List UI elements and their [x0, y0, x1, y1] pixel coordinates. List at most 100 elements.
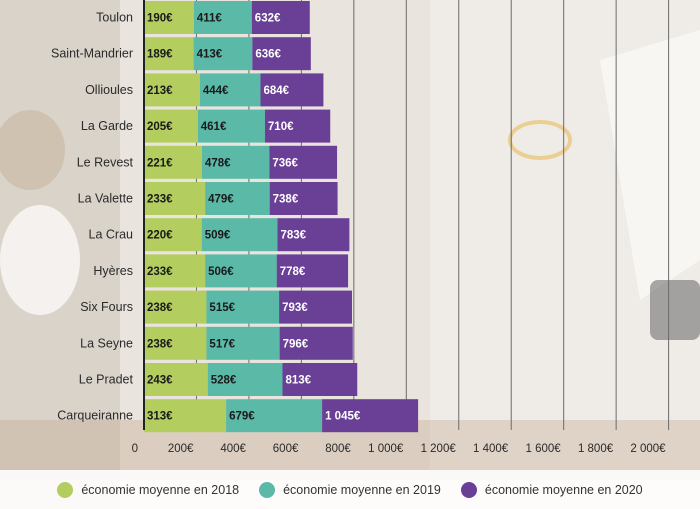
bar-la-valette-s1	[144, 182, 206, 215]
bar-le-revest-s3	[269, 145, 338, 179]
bar-la-garde-s1	[144, 109, 198, 143]
bar-le-pradet-s2	[207, 363, 283, 396]
legend-item-2018: économie moyenne en 2018	[57, 481, 240, 498]
x-tick-label-400: 400€	[220, 443, 246, 455]
bar-la-garde-s2	[197, 109, 265, 143]
legend-label-2019: économie moyenne en 2019	[283, 482, 441, 497]
bar-la-seyne-s3	[279, 326, 353, 360]
bar-saint-mandrier-s3	[252, 37, 311, 71]
x-tick-label-1600: 1 600€	[525, 443, 561, 455]
category-label-saint-mandrier: Saint-Mandrier	[51, 47, 133, 61]
bar-toulon-s2	[193, 1, 252, 34]
bar-la-seyne-s2	[206, 326, 280, 360]
category-label-ollioules: Ollioules	[85, 83, 133, 97]
bar-la-seyne-s1	[144, 326, 207, 360]
bar-toulon-s1	[144, 1, 194, 34]
value-label-saint-mandrier-s1: 189€	[147, 49, 173, 61]
bar-ollioules-s2	[199, 73, 261, 107]
value-label-le-pradet-s2: 528€	[211, 375, 237, 387]
value-label-le-revest-s1: 221€	[147, 157, 173, 169]
category-label-toulon: Toulon	[96, 11, 133, 25]
legend-swatch-2019	[259, 481, 276, 498]
value-label-hyeres-s3: 778€	[280, 266, 306, 278]
bar-la-valette-s3	[269, 182, 338, 215]
value-label-la-valette-s2: 479€	[208, 194, 234, 206]
bar-ollioules-s3	[260, 73, 324, 107]
bar-le-pradet-s3	[282, 363, 358, 396]
bar-carqueiranne-s3	[322, 399, 419, 433]
category-label-hyeres: Hyères	[93, 264, 133, 278]
value-label-saint-mandrier-s3: 636€	[255, 49, 281, 61]
x-axis-ticks: 0 200€ 400€ 600€ 800€ 1 000€ 1 200€ 1 400€ 1 600…	[132, 443, 667, 455]
bar-six-fours-s1	[144, 290, 207, 324]
value-label-la-crau-s2: 509€	[205, 230, 231, 242]
category-label-la-crau: La Crau	[89, 228, 134, 242]
value-label-la-seyne-s1: 238€	[147, 338, 173, 350]
value-label-le-revest-s2: 478€	[205, 157, 231, 169]
x-tick-label-1400: 1 400€	[473, 443, 509, 455]
category-labels: Toulon Saint-Mandrier Ollioules La Garde Le …	[51, 11, 134, 423]
bar-hyeres-s2	[205, 254, 277, 288]
bar-hyeres-s3	[276, 254, 349, 288]
bar-le-revest-s1	[144, 145, 202, 179]
legend-label-2018: économie moyenne en 2018	[81, 482, 240, 497]
value-label-la-crau-s1: 220€	[147, 230, 173, 242]
category-label-la-valette: La Valette	[78, 192, 133, 206]
value-label-toulon-s1: 190€	[147, 13, 173, 25]
value-label-la-garde-s3: 710€	[268, 121, 294, 133]
legend-item-2020: économie moyenne en 2020	[460, 481, 643, 498]
bar-ollioules-s1	[144, 73, 200, 107]
value-label-la-seyne-s2: 517€	[209, 338, 235, 350]
value-label-la-garde-s1: 205€	[147, 121, 173, 133]
category-label-la-seyne: La Seyne	[80, 336, 133, 350]
stacked-bar-chart: 190€ 411€ 632€ 189€ 413€ 636€ 213€ 444€ 684€ 205€…	[51, 0, 670, 455]
category-label-le-revest: Le Revest	[77, 155, 134, 169]
bar-toulon-s3	[251, 1, 310, 34]
x-tick-label-600: 600€	[273, 443, 299, 455]
x-tick-label-1000: 1 000€	[368, 443, 404, 455]
bar-carqueiranne-s1	[144, 399, 227, 433]
bar-la-valette-s2	[205, 182, 270, 215]
value-label-toulon-s3: 632€	[255, 13, 281, 25]
bar-le-pradet-s1	[144, 363, 208, 396]
bar-six-fours-s2	[206, 290, 280, 324]
value-label-le-pradet-s3: 813€	[285, 375, 311, 387]
value-label-ollioules-s2: 444€	[203, 85, 229, 97]
value-label-ollioules-s1: 213€	[147, 85, 173, 97]
category-label-le-pradet: Le Pradet	[79, 373, 134, 387]
value-label-six-fours-s3: 793€	[282, 302, 308, 314]
value-label-le-pradet-s1: 243€	[147, 375, 173, 387]
bar-six-fours-s3	[279, 290, 353, 324]
x-tick-label-200: 200€	[168, 443, 194, 455]
bar-la-crau-s2	[201, 218, 278, 252]
value-label-carqueiranne-s3: 1 045€	[325, 411, 361, 423]
value-label-carqueiranne-s1: 313€	[147, 411, 173, 423]
x-tick-label-1800: 1 800€	[578, 443, 614, 455]
value-label-hyeres-s2: 506€	[208, 266, 234, 278]
legend: économie moyenne en 2018 économie moyenn…	[0, 470, 700, 509]
bar-la-crau-s3	[277, 218, 350, 252]
category-label-carqueiranne: Carqueiranne	[57, 409, 133, 423]
legend-label-2020: économie moyenne en 2020	[484, 482, 643, 497]
bar-saint-mandrier-s2	[193, 37, 253, 71]
category-label-six-fours: Six Fours	[80, 300, 133, 314]
x-tick-label-0: 0	[132, 443, 138, 455]
x-tick-label-2000: 2 000€	[630, 443, 666, 455]
x-tick-label-800: 800€	[325, 443, 351, 455]
bars	[144, 1, 419, 433]
value-label-six-fours-s2: 515€	[209, 302, 235, 314]
value-label-hyeres-s1: 233€	[147, 266, 173, 278]
value-label-carqueiranne-s2: 679€	[229, 411, 255, 423]
value-label-saint-mandrier-s2: 413€	[197, 49, 223, 61]
category-label-la-garde: La Garde	[81, 119, 133, 133]
legend-item-2019: économie moyenne en 2019	[259, 481, 441, 498]
value-label-la-valette-s3: 738€	[273, 194, 299, 206]
bar-saint-mandrier-s1	[144, 37, 194, 71]
bar-carqueiranne-s2	[226, 399, 323, 433]
legend-swatch-2020	[460, 481, 477, 498]
value-label-le-revest-s3: 736€	[272, 157, 298, 169]
legend-swatch-2018	[57, 481, 74, 498]
bar-la-crau-s1	[144, 218, 202, 252]
x-tick-label-1200: 1 200€	[421, 443, 457, 455]
value-labels: 190€ 411€ 632€ 189€ 413€ 636€ 213€ 444€ 684€ 205€…	[147, 13, 361, 423]
